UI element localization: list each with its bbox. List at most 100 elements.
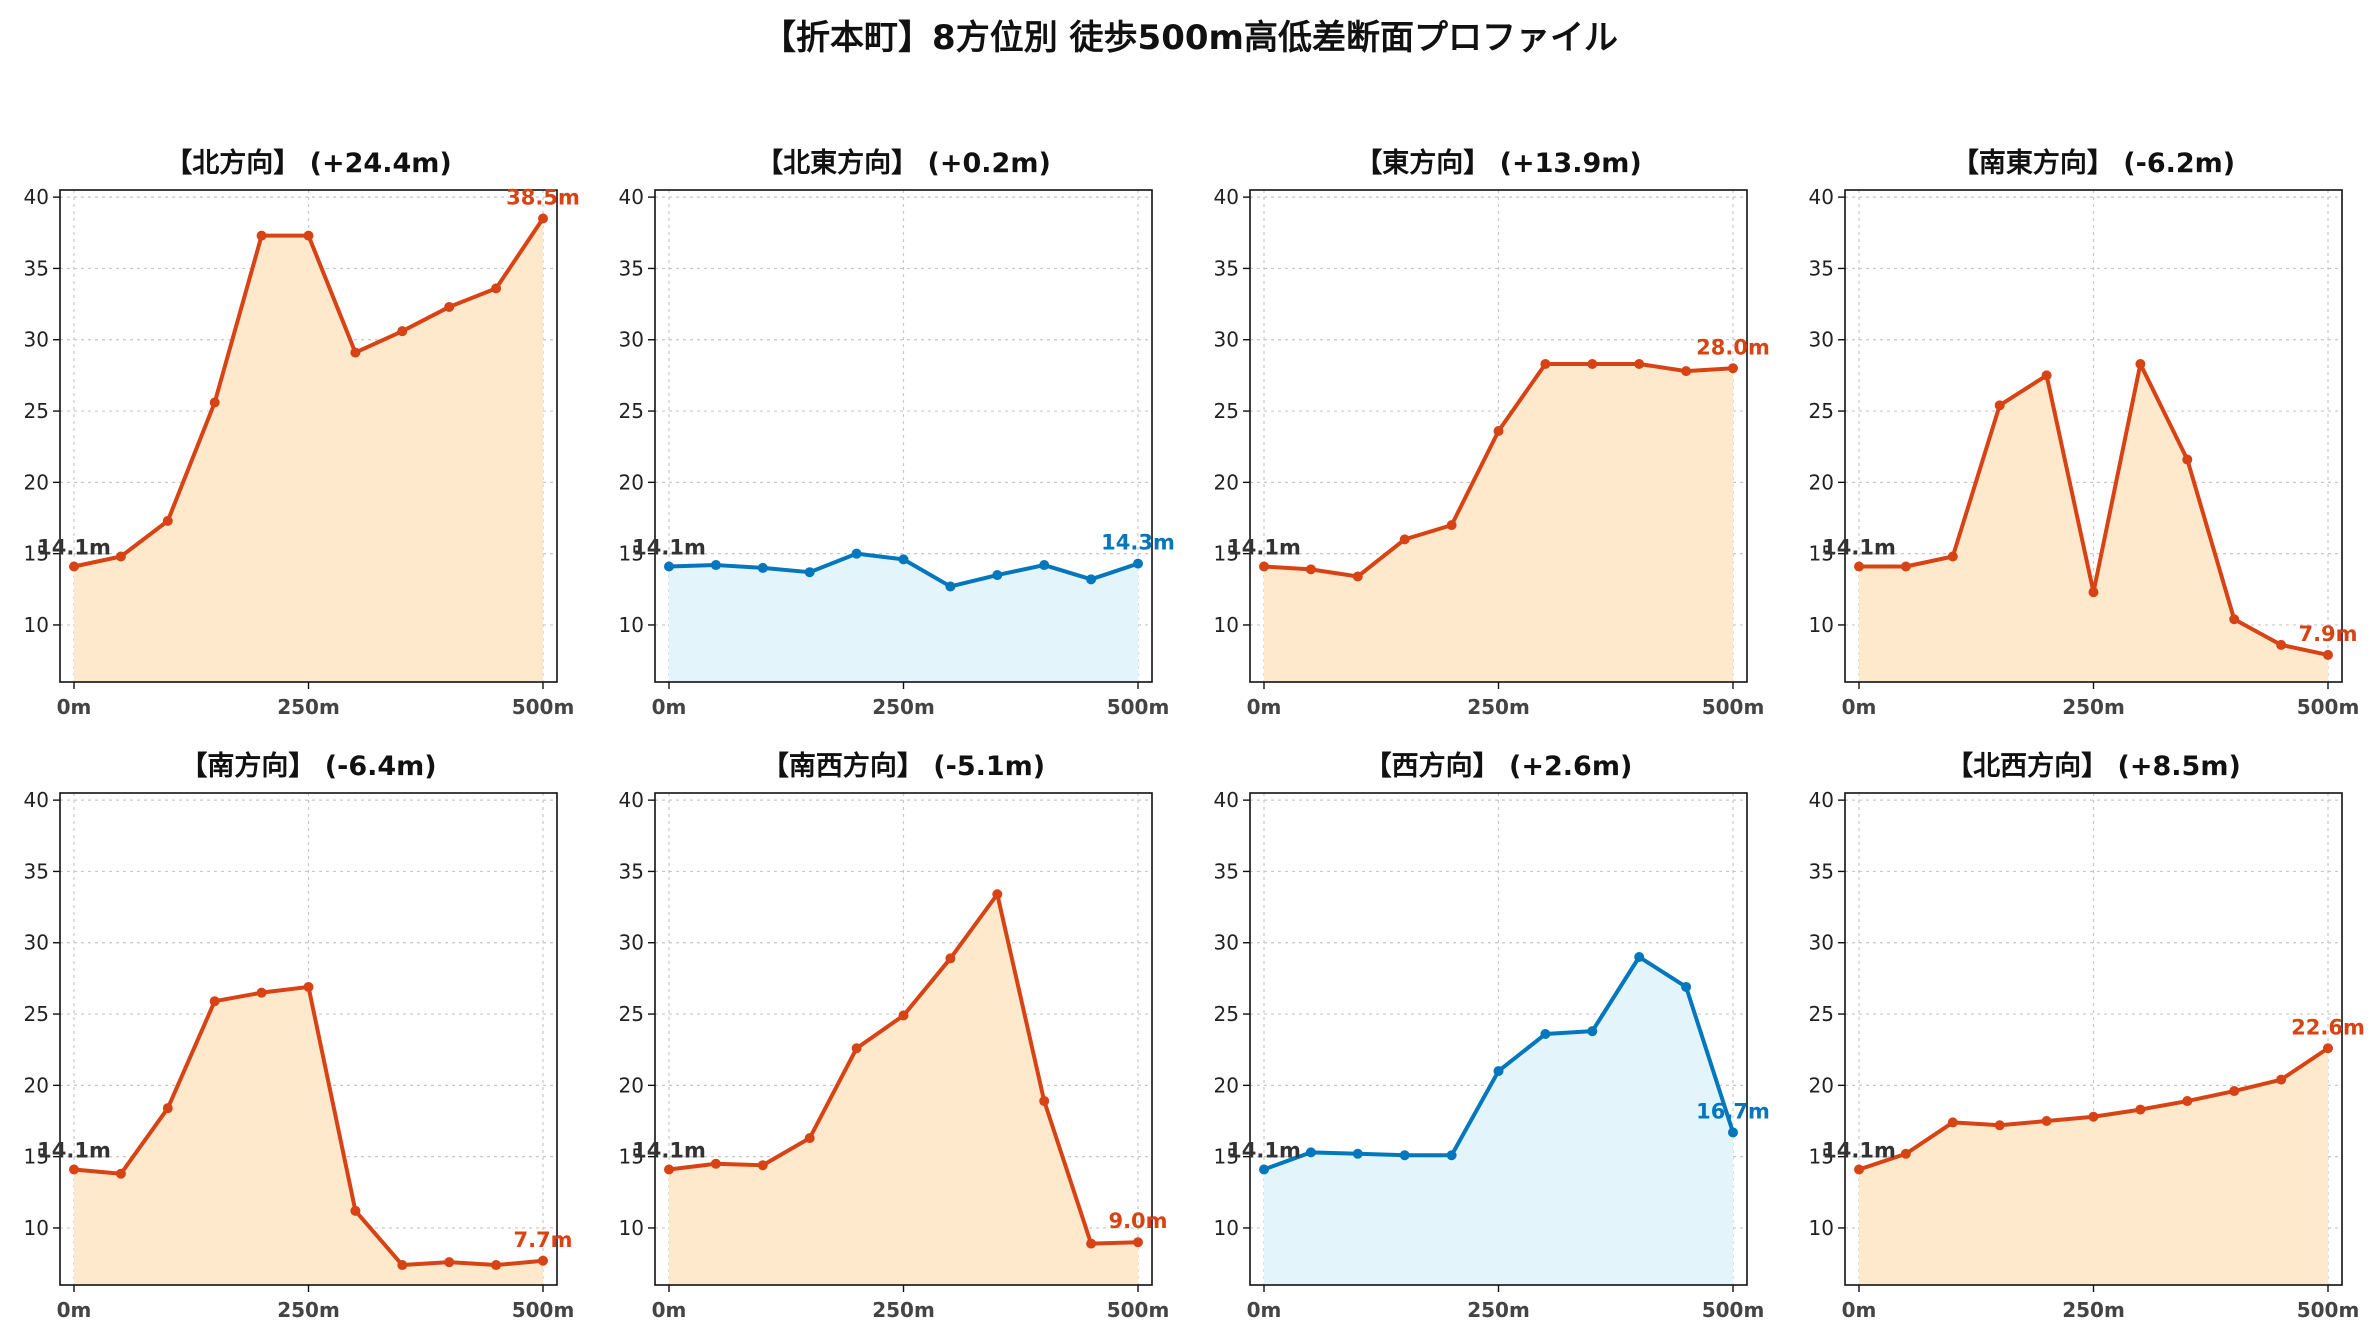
data-point [804, 1133, 815, 1144]
data-point [1086, 574, 1097, 585]
y-tick-label: 20 [1809, 1073, 1834, 1097]
y-tick-label: 35 [619, 859, 644, 883]
y-tick-label: 30 [24, 328, 49, 352]
data-point [2229, 614, 2240, 625]
start-elevation-label: 14.1m [1227, 1138, 1301, 1162]
area-fill [1859, 363, 2328, 682]
data-point [1728, 1127, 1738, 1138]
data-point [804, 567, 815, 578]
area-fill [74, 218, 543, 682]
y-tick-label: 25 [619, 1002, 644, 1026]
x-tick-label: 250m [277, 695, 340, 719]
y-tick-label: 40 [619, 185, 644, 209]
y-tick-label: 10 [619, 613, 644, 637]
start-elevation-label: 14.1m [632, 535, 706, 559]
start-elevation-label: 14.1m [1822, 1138, 1896, 1162]
data-point [1352, 1148, 1363, 1159]
panel-title: 【北東方向】 (+0.2m) [756, 147, 1051, 179]
y-tick-label: 25 [1214, 1002, 1239, 1026]
data-point [1854, 1164, 1864, 1175]
data-point [1352, 571, 1363, 582]
elevation-chart-2: 【北東方向】 (+0.2m) 10 15 20 25 30 35 40 0m 250m 500m 14… [619, 147, 1175, 719]
data-point [1947, 551, 1958, 562]
data-point [1493, 426, 1504, 437]
y-tick-label: 10 [1214, 1216, 1239, 1240]
y-tick-label: 25 [24, 1002, 49, 1026]
data-point [945, 953, 956, 964]
data-point [1681, 981, 1692, 992]
y-tick-label: 20 [24, 1073, 49, 1097]
x-tick-label: 250m [872, 1298, 935, 1322]
data-point [1854, 561, 1864, 572]
y-tick-label: 10 [24, 1216, 49, 1240]
y-tick-label: 40 [24, 185, 49, 209]
data-point [851, 548, 862, 559]
y-tick-label: 30 [1809, 931, 1834, 955]
data-point [1994, 400, 2005, 411]
data-point [1681, 366, 1692, 377]
data-point [256, 987, 267, 998]
data-point [1634, 952, 1645, 962]
x-tick-label: 0m [652, 695, 687, 719]
x-tick-label: 500m [512, 695, 575, 719]
data-point [2276, 639, 2287, 650]
x-tick-label: 0m [57, 1298, 92, 1322]
data-point [664, 561, 674, 572]
panel-title: 【北西方向】 (+8.5m) [1946, 750, 2241, 782]
area-fill [74, 986, 543, 1285]
data-point [303, 981, 314, 992]
y-tick-label: 40 [1214, 788, 1239, 812]
data-point [1259, 1164, 1269, 1175]
data-point [1133, 1237, 1143, 1248]
end-elevation-label: 22.6m [2291, 1015, 2365, 1039]
y-tick-label: 30 [619, 931, 644, 955]
x-tick-label: 0m [1842, 1298, 1877, 1322]
x-tick-label: 500m [1702, 1298, 1765, 1322]
data-point [1587, 358, 1598, 369]
x-tick-label: 500m [2297, 695, 2360, 719]
area-fill [1264, 363, 1733, 682]
y-tick-label: 40 [1809, 185, 1834, 209]
y-tick-label: 15 [1809, 1145, 1834, 1169]
elevation-chart-4: 【南東方向】 (-6.2m) 10 15 20 25 30 35 40 0m 250m 500m 14… [1809, 147, 2360, 719]
data-point [69, 1164, 79, 1175]
panel-title: 【西方向】 (+2.6m) [1365, 750, 1633, 782]
x-tick-label: 250m [1467, 1298, 1530, 1322]
y-tick-label: 10 [1809, 613, 1834, 637]
data-point [2135, 358, 2146, 369]
y-tick-label: 35 [24, 256, 49, 280]
y-tick-label: 25 [24, 399, 49, 423]
y-tick-label: 10 [1214, 613, 1239, 637]
start-elevation-label: 14.1m [1822, 535, 1896, 559]
panel-title: 【南東方向】 (-6.2m) [1952, 147, 2235, 179]
elevation-chart-3: 【東方向】 (+13.9m) 10 15 20 25 30 35 40 0m 250m 500m 14… [1214, 147, 1770, 719]
data-point [115, 551, 126, 562]
data-point [350, 347, 361, 358]
y-tick-label: 15 [619, 1145, 644, 1169]
end-elevation-label: 7.9m [2298, 622, 2357, 646]
y-tick-label: 20 [619, 1073, 644, 1097]
y-tick-label: 20 [1809, 470, 1834, 494]
data-point [115, 1168, 126, 1179]
end-elevation-label: 16.7m [1696, 1099, 1770, 1123]
x-tick-label: 500m [1107, 1298, 1170, 1322]
y-tick-label: 20 [619, 470, 644, 494]
y-tick-label: 30 [24, 931, 49, 955]
y-tick-label: 35 [1809, 859, 1834, 883]
x-tick-label: 0m [1247, 695, 1282, 719]
data-point [162, 515, 173, 526]
data-point [851, 1043, 862, 1054]
data-point [2182, 454, 2193, 465]
data-point [1634, 358, 1645, 369]
y-tick-label: 40 [1214, 185, 1239, 209]
x-tick-label: 500m [1702, 695, 1765, 719]
y-tick-label: 35 [1214, 859, 1239, 883]
y-tick-label: 35 [619, 256, 644, 280]
elevation-chart-5: 【南方向】 (-6.4m) 10 15 20 25 30 35 40 0m 250m 500m 14.… [24, 750, 575, 1322]
data-point [1133, 558, 1143, 569]
data-point [2229, 1086, 2240, 1097]
panel-title: 【南西方向】 (-5.1m) [762, 750, 1045, 782]
y-tick-label: 40 [24, 788, 49, 812]
data-point [538, 213, 548, 224]
data-point [444, 301, 455, 312]
